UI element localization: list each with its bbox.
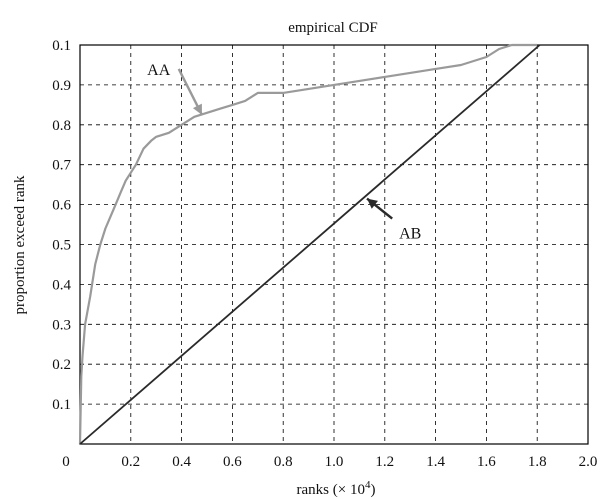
y-tick-label: 0.3 [52,317,71,333]
x-tick-label: 0.8 [274,454,293,470]
x-tick-label: 1.8 [528,454,547,470]
y-tick-label: 0.7 [52,158,71,174]
y-tick-labels: 0.1 0.2 0.3 0.4 0.5 0.6 0.7 0.8 0.9 0.1 [52,38,71,413]
x-axis-label: ranks (× 104) [297,479,376,498]
x-tick-label: 1.0 [325,454,344,470]
x-tick-label: 0 [62,454,70,470]
x-tick-label: 1.2 [375,454,394,470]
x-axis-label-text: ranks (× 10 [297,482,365,498]
x-tick-label: 0.4 [172,454,191,470]
annotation-label-ab: AB [399,226,421,243]
chart-title: empirical CDF [288,20,378,36]
x-tick-label: 1.6 [477,454,496,470]
grid [80,45,588,444]
x-tick-label: 0.6 [223,454,242,470]
y-tick-label: 0.4 [52,277,71,293]
y-tick-label: 0.6 [52,198,71,214]
y-axis-label: proportion exceed rank [12,175,28,315]
x-tick-label: 0.2 [121,454,140,470]
y-tick-label: 0.2 [52,357,71,373]
y-tick-label: 0.1 [52,38,71,54]
annotation-label-aa: AA [147,62,171,79]
y-tick-label: 0.8 [52,118,71,134]
x-tick-label: 1.4 [426,454,445,470]
series-group [80,45,540,444]
y-tick-label: 0.5 [52,238,71,254]
annotations: AA AB [147,62,421,243]
y-tick-label: 0.9 [52,78,71,94]
y-tick-label: 0.1 [52,397,71,413]
x-tick-label: 2.0 [579,454,598,470]
x-axis-label-close: ) [370,482,375,498]
series-line-ab [80,45,540,444]
x-tick-labels: 0 0.2 0.4 0.6 0.8 1.0 1.2 1.4 1.6 1.8 2.0 [62,454,597,470]
